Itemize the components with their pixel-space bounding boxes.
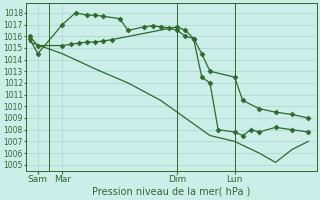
X-axis label: Pression niveau de la mer( hPa ): Pression niveau de la mer( hPa ) [92,187,251,197]
